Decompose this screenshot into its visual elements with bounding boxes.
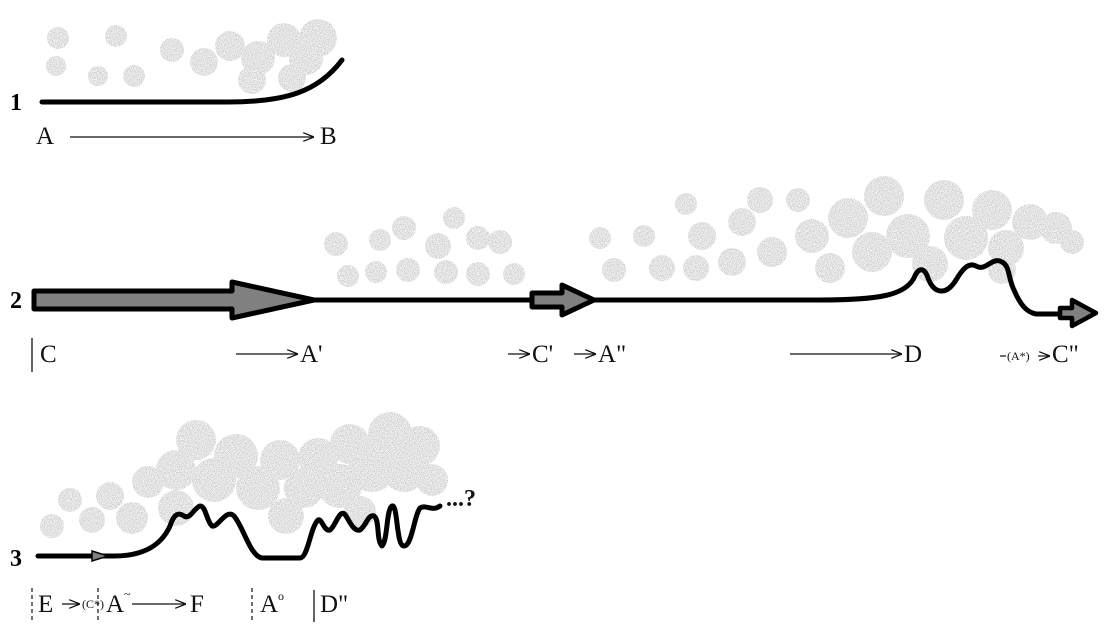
label-a-tilde: A <box>106 591 124 618</box>
row-2: 2 C A' C' A" D (A*) C" <box>10 176 1099 372</box>
label-c-star: (C*) <box>82 597 104 611</box>
label-d-double-prime: D" <box>320 591 348 618</box>
thick-arrow-c-prime <box>529 282 597 318</box>
thick-arrow-c-double-prime <box>1057 297 1099 329</box>
arrow-head-row-3 <box>91 549 111 563</box>
path-line-row-1 <box>39 57 345 105</box>
row-number-2: 2 <box>10 288 22 314</box>
cloud-row-2-left <box>324 207 525 287</box>
label-d: D <box>904 341 922 368</box>
label-b: B <box>320 123 337 150</box>
label-a-double-prime: A" <box>598 341 626 368</box>
label-c: C <box>40 341 57 368</box>
label-c-double-prime: C" <box>1052 341 1079 368</box>
row-1: 1 A B <box>10 19 345 150</box>
label-a-prime: A' <box>300 341 323 368</box>
label-a-o: A <box>260 591 278 618</box>
cloud-row-2-right <box>589 176 1084 284</box>
row-number-3: 3 <box>10 546 22 572</box>
circle-mark: o <box>278 589 284 603</box>
path-line-row-2-b <box>591 258 1063 317</box>
label-c-prime: C' <box>532 341 553 368</box>
label-a-star: (A*) <box>1007 349 1030 363</box>
row-3: 3 ...? E (C*) A ~ F A o D" <box>10 412 476 622</box>
cloud-row-1 <box>46 19 337 94</box>
label-continuation: ...? <box>446 486 476 512</box>
label-a: A <box>36 123 54 150</box>
cloud-row-3 <box>40 412 448 538</box>
label-e: E <box>38 591 53 618</box>
tilde-mark: ~ <box>124 587 131 601</box>
path-line-row-3 <box>35 503 443 561</box>
thick-arrow-c <box>31 279 317 321</box>
label-f: F <box>190 591 204 618</box>
row-number-1: 1 <box>10 90 22 116</box>
